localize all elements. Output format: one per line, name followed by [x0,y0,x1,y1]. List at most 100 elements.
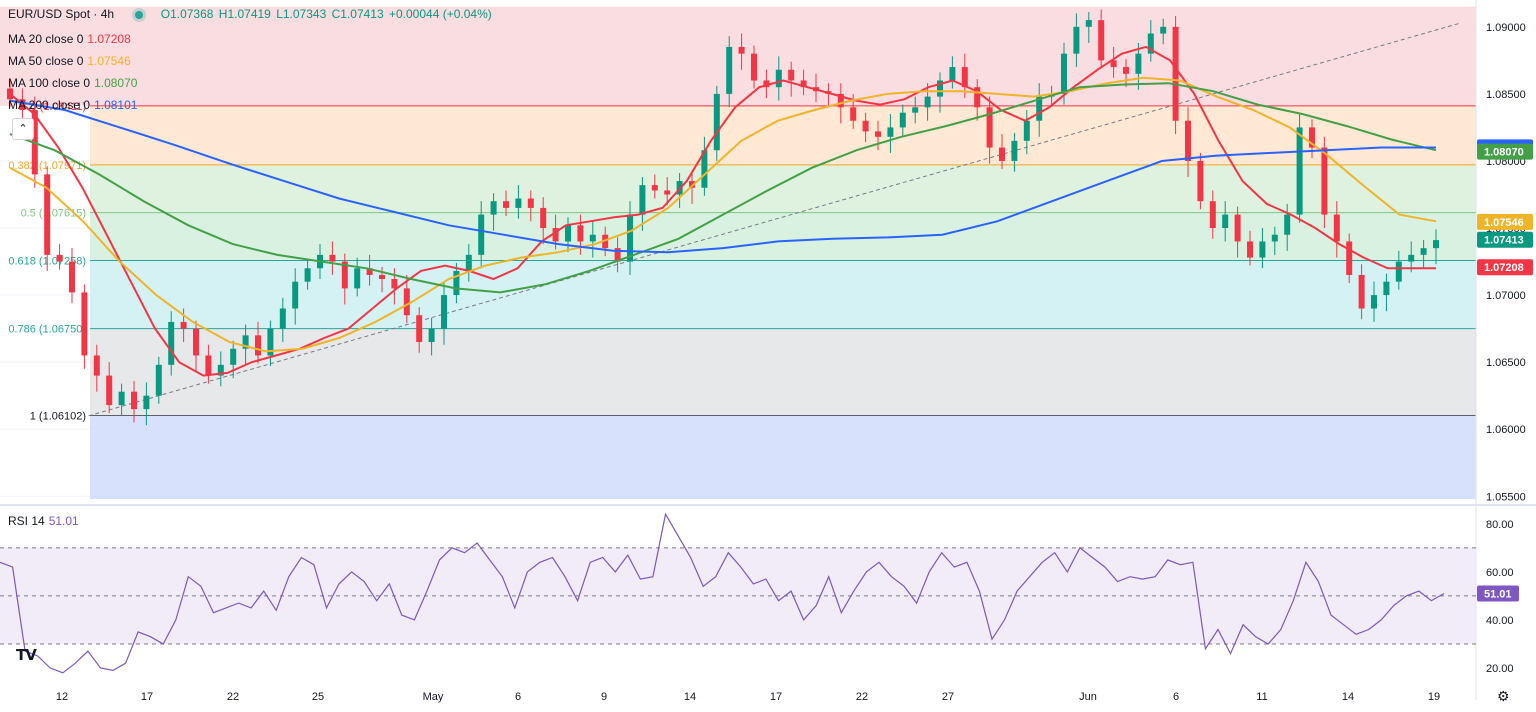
candle-body [862,120,869,132]
fib-zone [90,164,1476,213]
ohlc-values: O1.07368 H1.07419 L1.07343 C1.07413 +0.0… [161,7,494,21]
candle-body [465,254,472,271]
candle-body [217,364,224,376]
legend-ma100[interactable]: MA 100 close 0 1.08070 [8,76,137,90]
candle-body [503,201,509,208]
rsi-last-value-box [1477,585,1519,602]
settings-gear-icon[interactable]: ⚙ [1497,688,1510,704]
legend-ma20-label: MA 20 close 0 [8,32,84,46]
candle-body [974,87,981,108]
legend-ma100-value: 1.08070 [94,76,138,90]
candle-body [1309,127,1315,148]
candle-body [1023,120,1030,141]
price-label-box [1477,143,1533,160]
y-tick-label: 1.08500 [1486,89,1526,101]
candle-body [961,67,968,88]
y-tick-label: 1.06500 [1486,357,1526,369]
candle-body [1371,295,1377,309]
candle-body [1284,214,1291,235]
candle-body [354,268,361,289]
fib-zone [90,260,1476,329]
candle-body [93,355,100,376]
fib-zone [90,415,1476,499]
candle-body [1383,281,1390,296]
candle-body [726,46,733,94]
candle-body [899,112,906,128]
candle-body [540,207,547,229]
x-tick-label: May [423,691,444,703]
x-tick-label: 19 [1428,691,1440,703]
candle-body [341,261,348,289]
candle-body [106,375,113,406]
candle-body [292,281,299,309]
price-label-text: 1.07546 [1484,217,1524,229]
candle-body [1420,248,1427,255]
candle-body [1408,254,1415,262]
candle-body [168,321,175,365]
ohlc-header: EUR/USD Spot · 4h O1.07368 H1.07419 L1.0… [8,7,494,21]
candle-body [118,391,125,406]
y-tick-label: 1.09000 [1486,22,1526,34]
legend-ma20-value: 1.07208 [87,32,131,46]
candle-body [1346,241,1353,275]
legend-ma50[interactable]: MA 50 close 0 1.07546 [8,54,131,68]
ma-line-ma20 [9,45,1436,377]
candle-body [1085,20,1092,27]
candle-body [391,278,398,289]
x-tick-label: 14 [684,691,696,703]
candle-body [230,348,237,365]
legend-ma20[interactable]: MA 20 close 0 1.07208 [8,32,131,46]
candle-body [44,174,51,255]
legend-ma200-value: 1.08101 [94,98,138,112]
y-tick-label: 1.06000 [1486,424,1526,436]
symbol-title[interactable]: EUR/USD Spot · 4h [8,7,115,21]
candle-body [527,198,534,208]
x-tick-label: 11 [1256,691,1267,703]
candle-body [453,270,460,296]
price-label-text: 1.07413 [1484,235,1524,247]
candle-body [255,335,261,356]
candle-body [577,225,584,242]
candle-body [651,185,658,191]
price-label-text: 1.07208 [1484,262,1524,274]
candle-body [515,198,522,208]
candle-body [56,254,63,262]
rsi-legend[interactable]: RSI 14 51.01 [8,514,79,528]
rsi-last-value-label: 51.01 [1484,588,1512,600]
candle-body [1147,33,1154,54]
collapse-chevron-icon[interactable]: ⌃ [12,118,34,140]
candle-body [999,147,1005,161]
ma-line-ma200 [9,99,1436,254]
x-tick-label: 17 [770,691,782,703]
candle-body [279,308,286,329]
rsi-tick-label: 40.00 [1486,615,1514,627]
candle-body [875,131,881,137]
fib-zone [90,328,1476,416]
candle-body [986,107,993,148]
candle-body [379,274,385,279]
candle-body [403,288,410,316]
candle-body [267,328,274,356]
y-tick-label: 1.05500 [1486,491,1526,503]
candle-body [1358,274,1365,309]
candle-body [800,80,807,88]
fib-level-label: 0 (1.08411) [31,101,86,113]
price-label-box [1477,213,1533,230]
rsi-tick-label: 80.00 [1486,519,1514,531]
candle-body [1110,60,1117,68]
candle-body [1172,26,1179,121]
legend-ma200[interactable]: MA 200 close 0 1.08101 [8,98,137,112]
tradingview-logo-icon: TV [16,646,37,664]
ohlc-high: H1.07419 [218,7,271,21]
candle-body [131,391,137,410]
candle-body [1222,214,1229,229]
x-tick-label: 14 [1342,691,1354,703]
price-label-box [1477,259,1533,276]
ohlc-open: O1.07368 [160,7,214,21]
candle-body [1333,214,1340,242]
candle-body [304,268,311,282]
fib-zone [0,6,1476,106]
x-tick-label: 22 [227,691,239,703]
ma-line-ma100 [9,82,1437,294]
